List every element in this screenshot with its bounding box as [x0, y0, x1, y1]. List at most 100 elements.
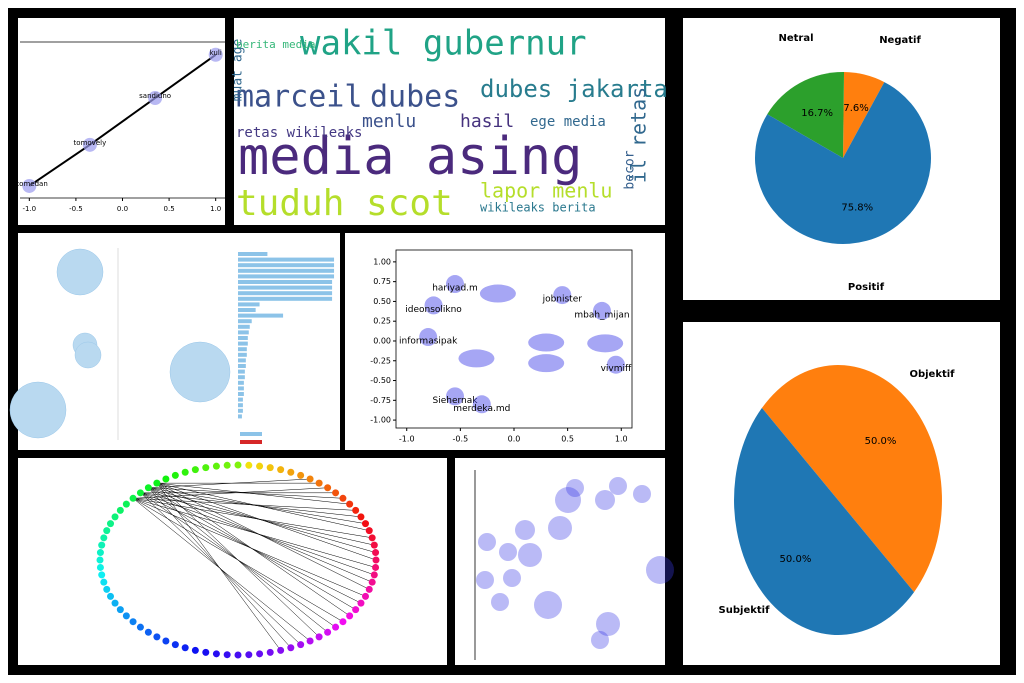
word: menlu	[362, 111, 416, 132]
bar	[238, 414, 242, 419]
word: lapor menlu	[480, 179, 612, 203]
x-tick-label: 0.0	[117, 205, 128, 213]
edge	[133, 498, 373, 539]
node	[212, 650, 220, 658]
bubble	[515, 520, 535, 540]
node	[332, 489, 340, 497]
point	[528, 354, 565, 373]
node	[324, 484, 332, 492]
node	[171, 471, 179, 479]
bar	[238, 341, 248, 346]
point	[606, 355, 625, 374]
node	[100, 534, 108, 542]
bubble	[633, 485, 651, 503]
node	[332, 623, 340, 631]
bar	[238, 268, 335, 273]
edge	[133, 498, 356, 511]
node	[191, 646, 199, 654]
bubble	[591, 631, 609, 649]
point	[82, 137, 97, 152]
node	[266, 464, 274, 472]
bar	[238, 285, 333, 290]
node	[357, 513, 365, 521]
node	[370, 541, 378, 549]
bubble	[169, 341, 231, 403]
node	[365, 585, 373, 593]
node	[234, 651, 242, 659]
node	[339, 618, 347, 626]
point	[22, 178, 37, 193]
x-tick-label: -1.0	[399, 435, 415, 444]
bar	[238, 364, 246, 368]
node	[287, 644, 295, 652]
bar	[238, 397, 243, 402]
node	[370, 571, 378, 579]
pie-slice	[755, 82, 932, 245]
word: dubes	[370, 80, 460, 115]
bubble	[548, 516, 572, 540]
bar	[238, 319, 252, 324]
bar	[238, 369, 245, 374]
point	[553, 286, 572, 305]
node	[324, 628, 332, 636]
node	[361, 592, 369, 600]
node	[98, 571, 106, 579]
word: retas wikileaks	[236, 125, 362, 141]
bar	[238, 308, 256, 312]
word: media asing	[238, 127, 582, 187]
node	[339, 494, 347, 502]
pie-slice	[767, 72, 845, 158]
bubble	[499, 543, 517, 561]
slice-percent: 50.0%	[865, 436, 897, 447]
bar	[238, 380, 244, 385]
bubble	[555, 487, 581, 513]
point-label: Siehernak	[433, 396, 479, 406]
point-label: sandiuno	[139, 92, 171, 100]
node	[245, 651, 253, 659]
panel-scatter	[345, 233, 665, 450]
x-tick-label: -0.5	[69, 205, 83, 213]
bubble	[596, 612, 620, 636]
node	[181, 468, 189, 476]
bar	[238, 392, 244, 396]
bubble	[595, 490, 615, 510]
slice-label: Subjektif	[719, 605, 771, 616]
x-tick-label: -1.0	[22, 205, 36, 213]
node	[153, 479, 161, 487]
point-label: istomedan	[11, 180, 48, 188]
node	[103, 527, 111, 535]
word: hasil	[460, 111, 514, 132]
y-tick-label: -1.00	[370, 416, 391, 425]
node	[129, 494, 137, 502]
word: berita media	[236, 38, 315, 51]
point	[528, 333, 565, 352]
point	[472, 395, 491, 414]
x-tick-label: 0.5	[561, 435, 574, 444]
word: il retas	[627, 87, 651, 183]
pie-slice	[761, 365, 942, 593]
word: becor	[623, 150, 638, 189]
node	[287, 468, 295, 476]
bar	[238, 263, 335, 268]
node	[372, 556, 380, 564]
bar	[238, 296, 333, 301]
node	[144, 484, 152, 492]
y-tick-label: 1.00	[373, 257, 391, 266]
bar	[238, 280, 333, 284]
bubble	[74, 341, 102, 369]
node	[103, 585, 111, 593]
bar	[238, 324, 250, 329]
node	[277, 646, 285, 654]
node	[96, 563, 104, 571]
node	[256, 462, 264, 470]
pie-slice	[734, 407, 915, 635]
node	[357, 599, 365, 607]
word: wakil gubernur	[300, 24, 587, 64]
node	[306, 637, 314, 645]
panel-wordcloud	[234, 18, 665, 225]
node	[365, 527, 373, 535]
node	[346, 612, 354, 620]
point	[592, 301, 611, 320]
